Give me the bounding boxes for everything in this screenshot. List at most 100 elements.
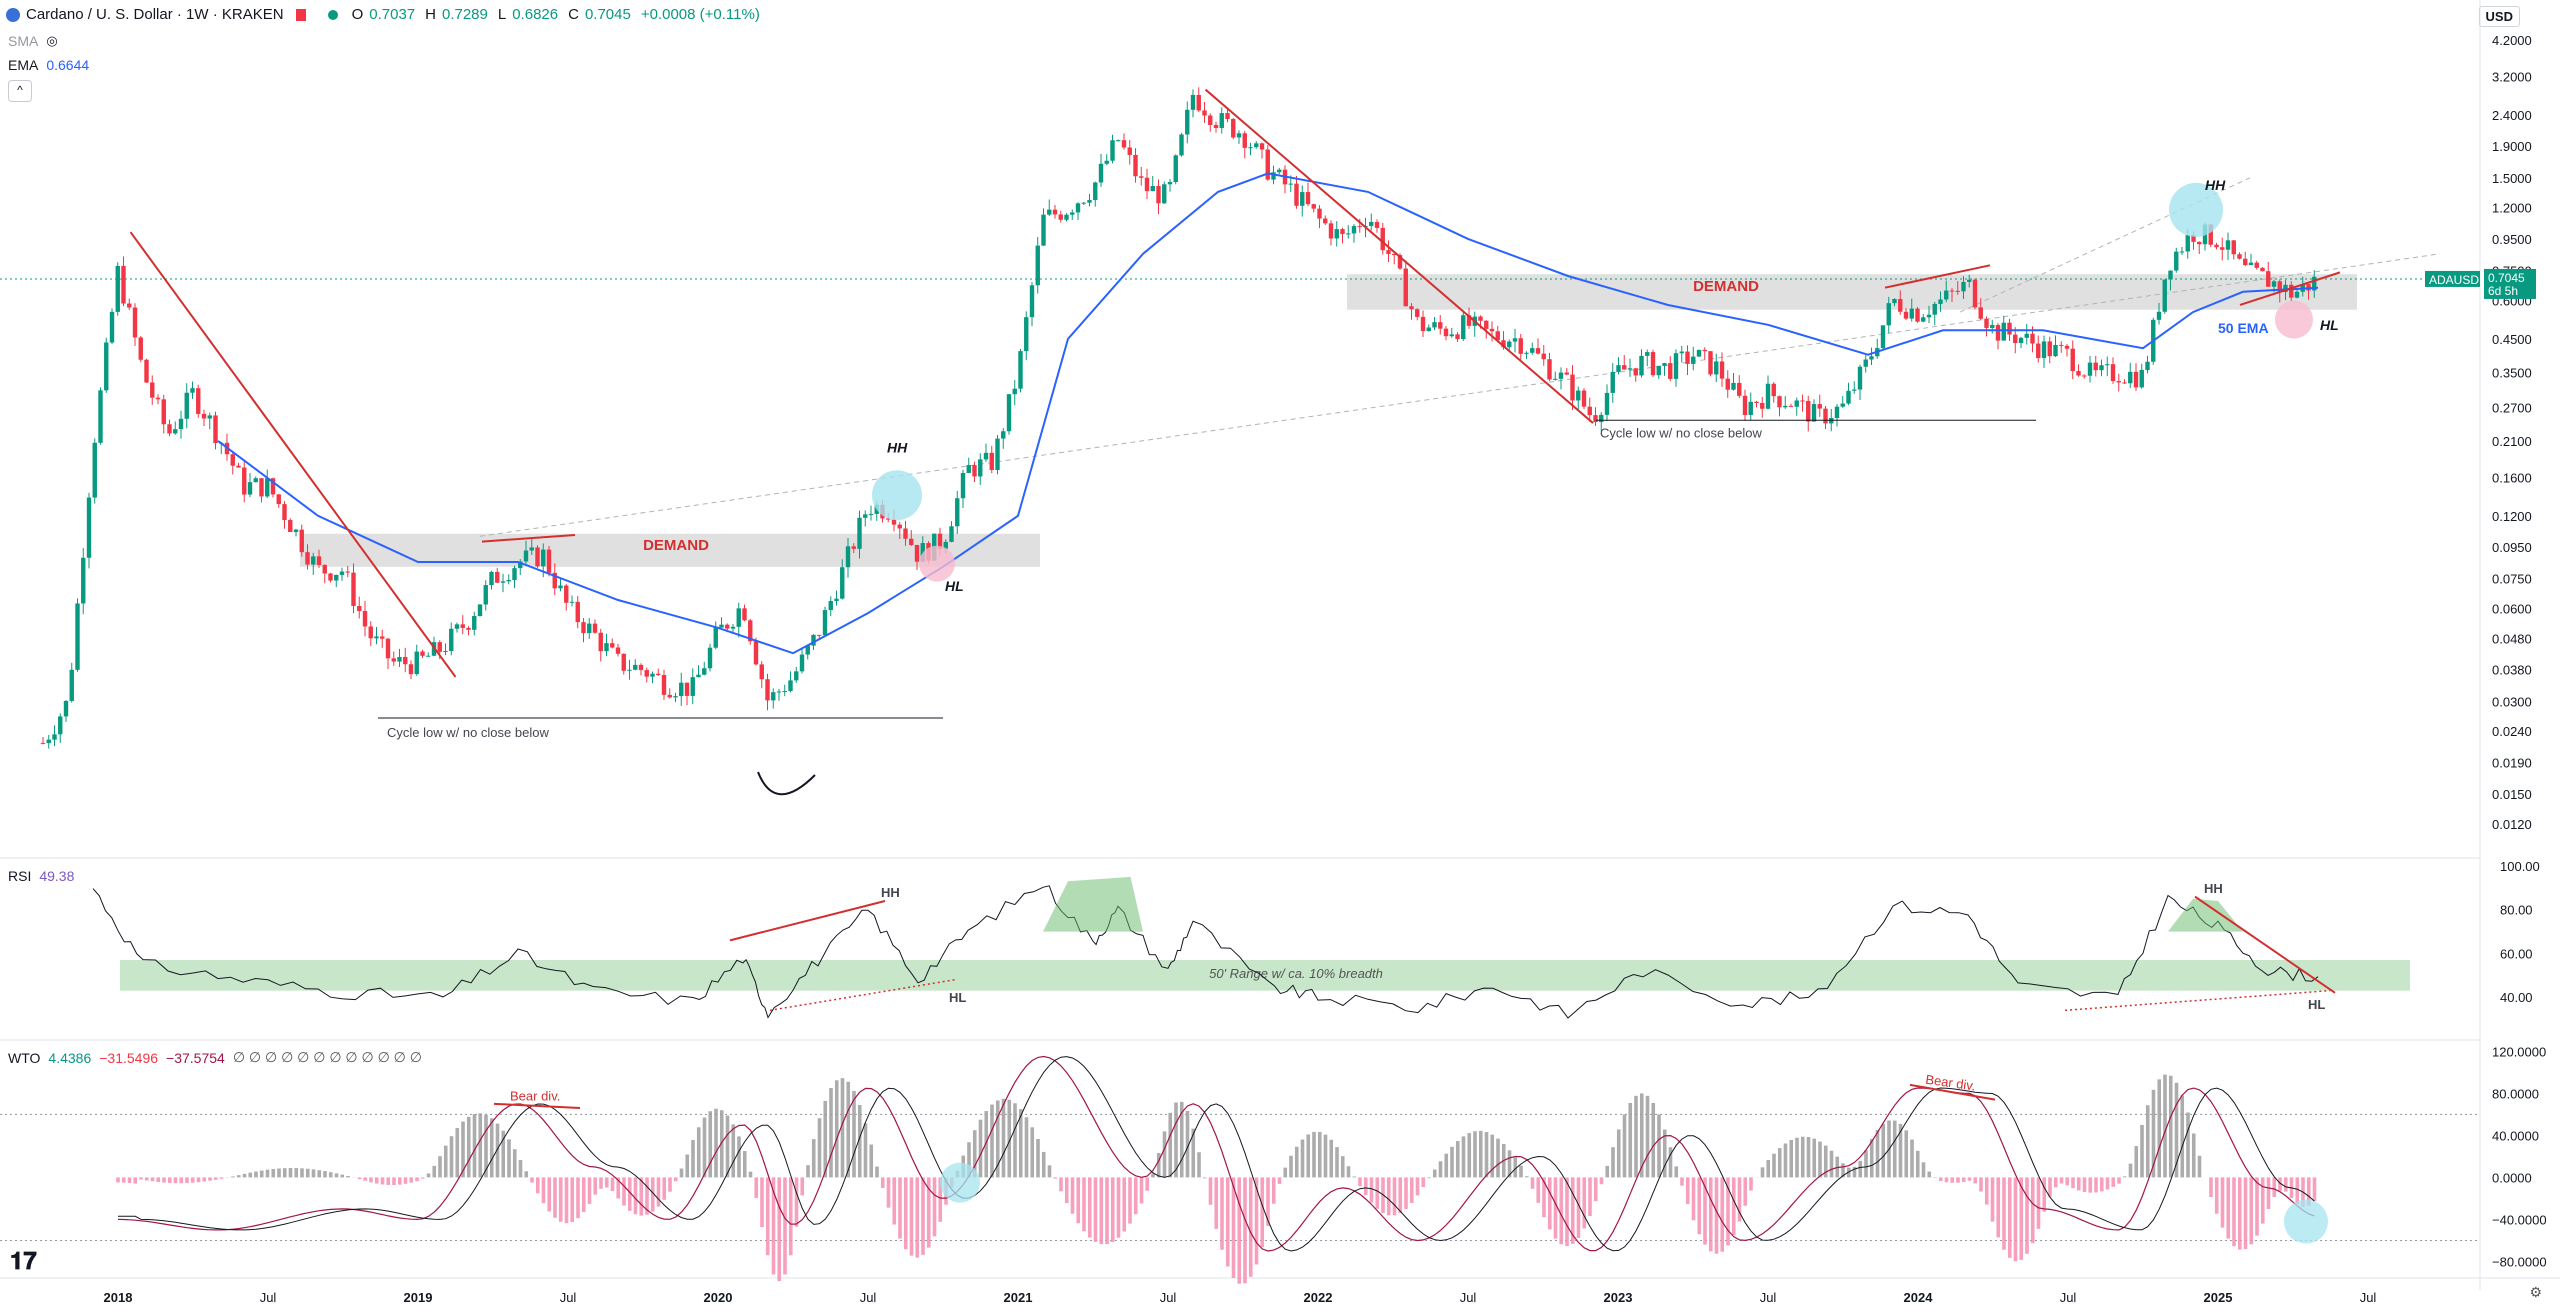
wto-histogram-bar	[1685, 1177, 1690, 1204]
wto-legend[interactable]: WTO 4.4386 −31.5496 −37.5754 ∅ ∅ ∅ ∅ ∅ ∅…	[8, 1049, 422, 1066]
candle	[713, 627, 718, 648]
candle	[495, 571, 500, 583]
candle	[2030, 333, 2035, 344]
wto-histogram-bar	[2134, 1146, 2139, 1178]
candle	[98, 390, 103, 443]
wto-histogram-bar	[915, 1177, 920, 1258]
wto-histogram-bar	[857, 1105, 862, 1178]
candle	[127, 303, 132, 308]
wto-histogram-bar	[2076, 1177, 2081, 1191]
candle	[512, 568, 517, 581]
candle	[1495, 331, 1500, 341]
wto-histogram-bar	[2214, 1177, 2219, 1214]
candle	[1581, 390, 1587, 407]
candle	[684, 682, 690, 696]
candle	[541, 549, 546, 567]
rsi-y-tick: 40.00	[2500, 990, 2533, 1005]
wto-histogram-bar	[553, 1177, 557, 1218]
candle	[1265, 149, 1270, 180]
wto-histogram-bar	[886, 1177, 891, 1208]
candle	[903, 528, 908, 539]
resistance-line	[481, 533, 576, 543]
candle	[1064, 214, 1069, 220]
wto-histogram-bar	[1829, 1150, 1834, 1178]
wto-histogram-bar	[1013, 1103, 1017, 1178]
wto-histogram-bar	[1547, 1177, 1552, 1230]
candle	[1489, 328, 1495, 332]
wto-histogram-bar	[863, 1123, 868, 1178]
candle	[1466, 315, 1472, 326]
wto-histogram-bar	[2232, 1177, 2236, 1247]
sma-legend[interactable]: SMA ◎	[8, 33, 58, 49]
candle	[2185, 235, 2190, 252]
candle	[420, 651, 425, 656]
wto-histogram-bar	[1973, 1177, 1978, 1184]
wto-histogram-bar	[967, 1142, 971, 1178]
y-tick-label: 0.9500	[2492, 232, 2532, 247]
candle	[845, 546, 851, 568]
x-tick-label: Jul	[1160, 1290, 1177, 1305]
candle	[1098, 163, 1104, 183]
candle	[995, 438, 1000, 471]
rsi-legend[interactable]: RSI 49.38	[8, 868, 75, 884]
candle	[81, 557, 86, 604]
candle	[1978, 307, 1983, 319]
wto-histogram-bar	[1450, 1146, 1454, 1178]
candle	[529, 547, 534, 551]
wto-marker-circle	[940, 1162, 980, 1203]
symbol-title[interactable]: Cardano / U. S. Dollar · 1W · KRAKEN	[26, 6, 284, 23]
wto-histogram-bar	[420, 1177, 425, 1179]
wto-histogram-bar	[932, 1177, 937, 1237]
wto-histogram-bar	[2180, 1095, 2185, 1178]
tradingview-logo[interactable]: 𝟏𝟕	[10, 1248, 37, 1275]
wto-histogram-bar	[1398, 1177, 1403, 1214]
rsi-hl-label: HL	[949, 990, 966, 1005]
wto-histogram-bar	[1496, 1138, 1500, 1178]
candle	[1627, 368, 1633, 370]
wto-histogram-bar	[1208, 1177, 1213, 1205]
wto-histogram-bar	[1588, 1177, 1592, 1217]
wto-histogram-bar	[1674, 1166, 1679, 1178]
candle	[1323, 218, 1328, 224]
wto-histogram-bar	[328, 1172, 333, 1178]
wto-histogram-bar	[1283, 1167, 1288, 1178]
candle	[2082, 375, 2087, 377]
wto-histogram-bar	[1979, 1177, 1983, 1192]
candle	[1328, 223, 1334, 239]
settings-icon[interactable]: ⚙	[2529, 1284, 2542, 1300]
symbol-header: Cardano / U. S. Dollar · 1W · KRAKEN O 0.…	[6, 6, 764, 23]
currency-button[interactable]: USD	[2478, 6, 2520, 27]
candle	[75, 603, 80, 670]
candle	[1903, 311, 1909, 319]
wto-histogram-bar	[1231, 1177, 1236, 1278]
candle	[983, 452, 989, 460]
wto-histogram-bar	[806, 1165, 810, 1178]
wto-histogram-bar	[2168, 1075, 2173, 1178]
candle	[1662, 363, 1667, 366]
wto-marker-circle	[2284, 1199, 2328, 1244]
wto-histogram-bar	[2117, 1177, 2121, 1184]
wto-histogram-bar	[1697, 1177, 1702, 1235]
ema-legend[interactable]: EMA 0.6644	[8, 57, 90, 73]
candle	[1535, 348, 1541, 354]
candle	[546, 549, 552, 573]
candle	[1938, 299, 1943, 304]
wto-histogram-bar	[1478, 1130, 1483, 1178]
flag-icon[interactable]	[295, 8, 306, 21]
wto-histogram-bar	[1565, 1177, 1569, 1247]
candle	[1202, 110, 1207, 116]
candle	[1179, 134, 1184, 156]
wto-histogram-bar	[685, 1154, 690, 1178]
wto-histogram-bar	[150, 1177, 155, 1182]
candle	[1432, 322, 1437, 328]
candle	[1305, 192, 1311, 205]
candle	[2059, 344, 2064, 346]
candle	[1972, 279, 1978, 308]
candle	[362, 611, 368, 627]
wto-histogram-bar	[547, 1177, 552, 1212]
collapse-legend-button[interactable]: ^	[8, 80, 32, 102]
eye-hidden-icon[interactable]: ◎	[46, 33, 58, 48]
candle	[679, 682, 684, 697]
wto-histogram-bar	[2243, 1177, 2248, 1250]
